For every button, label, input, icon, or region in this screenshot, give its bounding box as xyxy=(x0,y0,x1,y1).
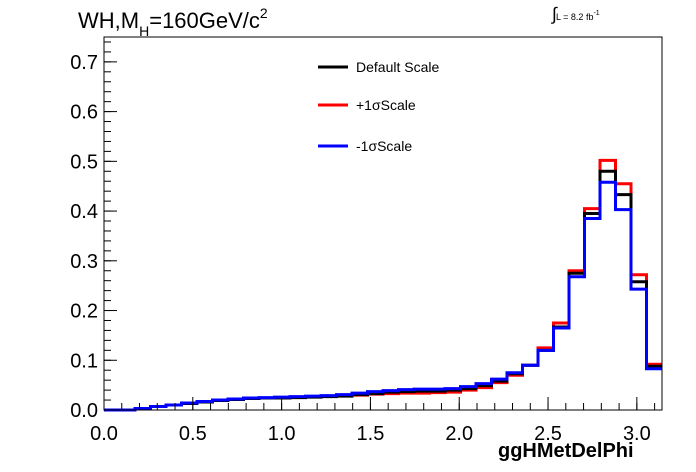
x-tick-label: 2.0 xyxy=(445,423,473,445)
x-tick-label: 1.0 xyxy=(268,423,296,445)
legend-label: -1σScale xyxy=(356,138,412,154)
integral-symbol: ∫ xyxy=(552,4,557,24)
legend-label: +1σScale xyxy=(356,97,416,113)
luminosity-exponent: -1 xyxy=(593,10,600,17)
y-tick-label: 0.4 xyxy=(70,201,98,223)
y-tick-label: 0.0 xyxy=(70,400,98,422)
y-tick-label: 0.2 xyxy=(70,301,98,323)
x-tick-label: 1.5 xyxy=(357,423,385,445)
y-tick-label: 0.1 xyxy=(70,350,98,372)
y-tick-label: 0.5 xyxy=(70,151,98,173)
x-tick-label: 3.0 xyxy=(623,423,651,445)
title-value: =160GeV/c xyxy=(149,8,260,33)
x-tick-label: 0.0 xyxy=(90,423,118,445)
y-tick-label: 0.7 xyxy=(70,52,98,74)
title-superscript: 2 xyxy=(259,5,268,21)
legend-label: Default Scale xyxy=(356,59,439,75)
series-line-2 xyxy=(104,180,662,412)
plot-frame xyxy=(103,36,663,411)
legend: Default Scale +1σScale -1σScale xyxy=(318,59,439,154)
y-tick-label: 0.3 xyxy=(70,251,98,273)
axes-layer: 0.0 0.1 0.2 0.3 0.4 0.5 0.6 0.7 0.0 0.5 1.0 1.5 2.0 2… xyxy=(70,41,656,445)
x-axis-label: ggHMetDelPhi xyxy=(498,440,634,462)
series-layer xyxy=(104,158,662,412)
plot-title: WH,MH=160GeV/c2 xyxy=(78,5,268,39)
title-subscript: H xyxy=(139,23,150,39)
y-tick-label: 0.6 xyxy=(70,102,98,124)
x-tick-label: 2.5 xyxy=(534,423,562,445)
x-tick-label: 0.5 xyxy=(179,423,207,445)
luminosity-text: L = 8.2 fb xyxy=(556,12,594,22)
luminosity-label: ∫ L = 8.2 fb-1 xyxy=(552,4,600,24)
